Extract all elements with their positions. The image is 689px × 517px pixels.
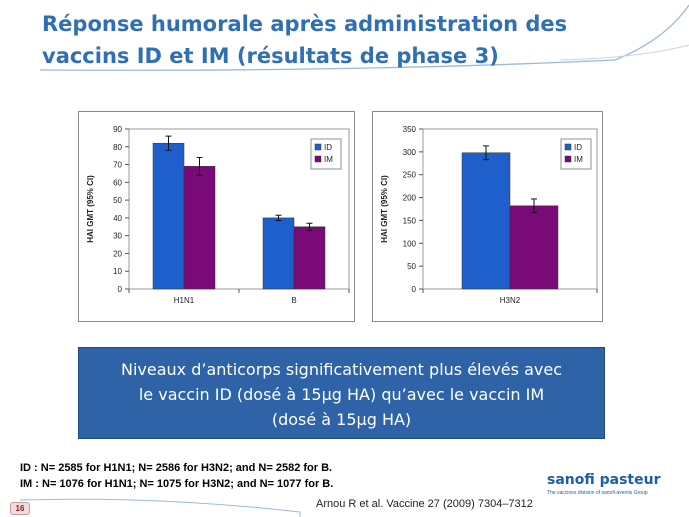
title-line-1: Réponse humorale après administration de… [42,12,568,36]
y-tick-label: 100 [403,239,417,248]
y-tick-label: 10 [113,267,122,276]
title-line-2: vaccins ID et IM (résultats de phase 3) [42,44,499,68]
page-number-badge: 16 [10,502,30,515]
x-category-label: H1N1 [174,296,195,305]
bar-im-b [293,226,326,290]
legend-label-id: ID [574,143,582,152]
y-tick-label: 80 [113,143,122,152]
y-axis-label: HAI GMT (95% CI) [380,175,389,243]
y-axis-label: HAI GMT (95% CI) [86,175,95,243]
bar-id-b [262,217,295,290]
chart-h3n2: 0 50 100 150 200 250 300 350 HAI GMT (95% CI) H3N… [372,111,603,322]
y-tick-label: 300 [403,148,417,157]
bar-id-h3n2 [461,152,511,290]
callout-line-1: Niveaux d’anticorps significativement pl… [121,360,562,379]
logo-name: sanofi pasteur [547,472,661,488]
legend-swatch-im [564,155,572,163]
y-tick-label: 0 [412,285,417,294]
legend-swatch-id [564,143,572,151]
legend-swatch-im [314,155,322,163]
y-tick-label: 90 [113,125,122,134]
chart-svg-1: 0 10 20 30 40 50 60 70 80 90 HAI GMT (95% CI) H1N1 B… [86,125,350,305]
y-tick-label: 0 [118,285,123,294]
legend-label-im: IM [574,155,583,164]
citation: Arnou R et al. Vaccine 27 (2009) 7304–73… [316,498,533,510]
y-tick-label: 70 [113,161,122,170]
callout-line-2: le vaccin ID (dosé à 15µg HA) qu’avec le… [138,385,545,404]
y-tick-label: 50 [113,196,122,205]
y-tick-label: 60 [113,178,122,187]
y-tick-label: 350 [403,125,417,134]
sanofi-pasteur-logo: sanofi pasteur The vaccines division of … [547,472,682,496]
footnote-im-sample-sizes: IM : N= 1076 for H1N1; N= 1075 for H3N2;… [20,478,334,490]
bar-id-h1n1 [152,142,185,290]
y-tick-label: 250 [403,171,417,180]
page-title: Réponse humorale après administration de… [42,8,602,72]
chart-h1n1-b: 0 10 20 30 40 50 60 70 80 90 HAI GMT (95% CI) H1N1 B… [78,111,355,322]
y-tick-label: 150 [403,216,417,225]
y-tick-label: 20 [113,249,122,258]
bar-im-h1n1 [183,166,216,290]
chart-svg-2: 0 50 100 150 200 250 300 350 HAI GMT (95% CI) H3N… [380,125,598,305]
legend-swatch-id [314,143,322,151]
x-category-label: H3N2 [500,296,521,305]
callout-line-3: (dosé à 15µg HA) [271,410,412,429]
conclusion-callout: Niveaux d’anticorps significativement pl… [78,347,605,439]
y-tick-label: 50 [407,262,416,271]
legend: ID IM [560,138,592,170]
x-category-label: B [291,296,296,305]
legend-label-id: ID [324,143,332,152]
legend: ID IM [310,138,342,170]
y-tick-label: 200 [403,194,417,203]
y-tick-label: 40 [113,214,122,223]
y-tick-label: 30 [113,232,122,241]
footnote-id-sample-sizes: ID : N= 2585 for H1N1; N= 2586 for H3N2;… [20,462,333,474]
logo-tagline: The vaccines division of sanofi-aventis … [547,490,648,496]
bar-im-h3n2 [509,205,559,290]
legend-label-im: IM [324,155,333,164]
